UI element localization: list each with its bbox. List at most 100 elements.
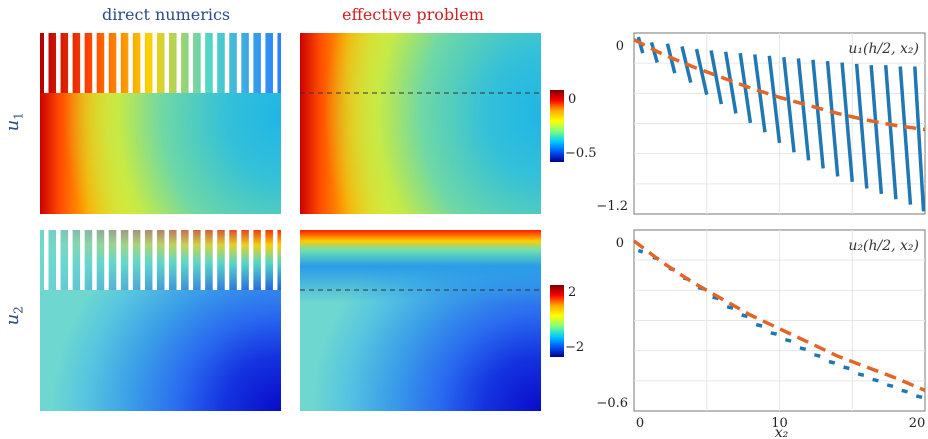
x-tick-3: 20 [909, 416, 926, 431]
series-segment-2 [755, 322, 763, 328]
finger-gap [224, 230, 230, 290]
x-axis-label: x₂ [775, 425, 789, 439]
finger-gap [116, 33, 121, 93]
series-dashed-2 [632, 239, 926, 393]
x-tick-2: 10 [771, 416, 788, 431]
finger-gap [116, 230, 121, 290]
series-segment-2 [637, 248, 644, 254]
series-segment-2 [901, 388, 908, 394]
finger-gap [188, 33, 194, 93]
finger-gap [80, 33, 85, 93]
series-dashed-1 [633, 38, 926, 132]
finger-gap [140, 230, 145, 290]
finger-gap [260, 33, 266, 93]
series-segment-1 [782, 56, 796, 153]
finger-gap [140, 33, 145, 93]
finger-gap [128, 33, 133, 93]
series-segment-2 [741, 313, 748, 319]
series-segment-1 [796, 58, 811, 161]
finger-gap [272, 230, 278, 290]
series-segment-2 [814, 353, 821, 358]
series-segment-1 [883, 65, 898, 200]
colorbar-u1-tick-bottom: −0.5 [565, 146, 597, 161]
y-tick-top-2: 0 [616, 236, 624, 251]
finger-gap [236, 33, 242, 93]
finger-gap [188, 230, 194, 290]
finger-gap [44, 33, 49, 93]
series-segment-2 [784, 337, 792, 343]
y-tick-top-1: 0 [616, 39, 624, 54]
finger-gap [176, 230, 182, 290]
series-segment-1 [694, 48, 709, 96]
finger-gap [104, 230, 109, 290]
finger-gap [236, 230, 242, 290]
finger-gap [224, 33, 230, 93]
finger-gap [248, 33, 254, 93]
series-segment-2 [843, 365, 850, 371]
finger-gap [200, 33, 206, 93]
finger-gap [272, 33, 278, 93]
finger-gap [164, 230, 169, 290]
series-segment-1 [898, 66, 913, 205]
dashline-u2-effective [300, 289, 541, 291]
colorbar-u1 [550, 90, 564, 162]
finger-gap [212, 33, 218, 93]
colorbar-u2-tick-bottom: −2 [565, 340, 585, 355]
series-segment-1 [854, 63, 869, 189]
finger-gap [92, 230, 97, 290]
heatmap-u1-direct [40, 33, 281, 214]
series-segment-1 [723, 51, 738, 114]
finger-gap [248, 230, 254, 290]
finger-gap [260, 230, 266, 290]
fingers-u2-direct [40, 230, 281, 290]
series-segment-2 [872, 377, 879, 383]
series-segment-2 [828, 359, 836, 365]
colorbar-u2-tick-top: 2 [568, 285, 577, 300]
series-segment-1 [753, 54, 767, 133]
finger-gap [152, 33, 157, 93]
finger-gap [80, 230, 85, 290]
dashline-u1-effective [300, 92, 541, 94]
col-title-effective: effective problem [342, 5, 484, 24]
finger-gap [164, 33, 169, 93]
colorbar-u2 [550, 285, 564, 357]
series-segment-2 [886, 383, 894, 389]
colorbar-u1-tick-top: 0 [568, 92, 577, 107]
x-tick-1: 0 [636, 416, 644, 431]
finger-gap [104, 33, 109, 93]
y-tick-bottom-2: −0.6 [596, 396, 628, 411]
series-segment-2 [726, 305, 734, 310]
series-segment-1 [649, 41, 659, 63]
finger-gap [176, 33, 182, 93]
series-segment-2 [799, 346, 807, 351]
series-segment-1 [811, 59, 825, 169]
finger-gap [56, 230, 61, 290]
finger-gap [152, 230, 157, 290]
finger-gap [56, 33, 61, 93]
heatmap-u1-effective [300, 33, 541, 214]
legend-label-2: u₂(h/2, x₂) [848, 238, 919, 254]
finger-gap [44, 230, 49, 290]
heatmap-u2-effective [300, 230, 541, 411]
series-segment-1 [840, 62, 854, 182]
heatmap-u2-direct [40, 230, 281, 411]
legend-label-1: u₁(h/2, x₂) [848, 41, 919, 57]
series-segment-1 [738, 52, 753, 124]
finger-gap [68, 33, 73, 93]
finger-gap [200, 230, 206, 290]
col-title-direct: direct numerics [102, 5, 231, 24]
finger-gap [128, 230, 133, 290]
series-segment-2 [915, 394, 923, 399]
finger-gaps-u1-direct [44, 33, 278, 93]
fingers-u1-direct [40, 33, 281, 93]
series-segment-1 [636, 36, 645, 54]
y-tick-bottom-1: −1.2 [596, 199, 628, 214]
series-segment-1 [869, 65, 884, 195]
series-segment-1 [767, 55, 782, 144]
series-segment-1 [913, 66, 926, 212]
finger-gaps-u2-direct [44, 230, 278, 290]
finger-gap [92, 33, 97, 93]
series-segment-2 [770, 331, 777, 336]
finger-gap [212, 230, 218, 290]
